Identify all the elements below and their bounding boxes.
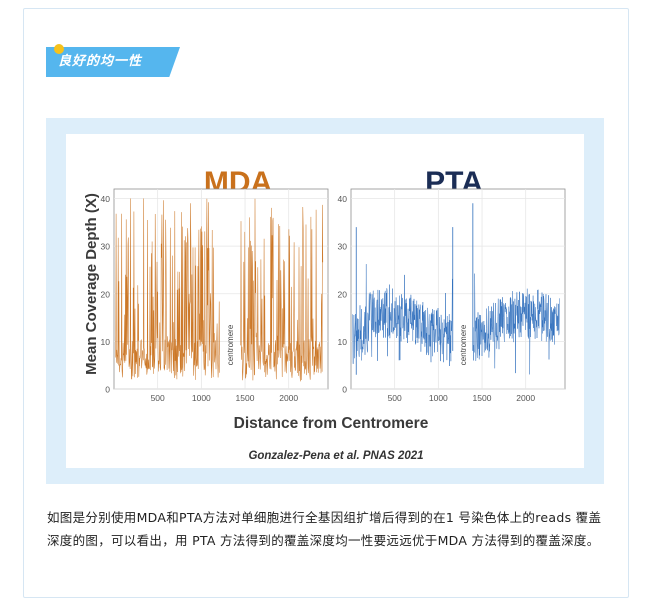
pta-y-tick-label: 40 bbox=[338, 194, 348, 204]
mda-y-tick-label: 20 bbox=[101, 289, 111, 299]
section-tag-label: 良好的均一性 bbox=[46, 47, 180, 77]
mda-coverage-line-left bbox=[115, 198, 220, 380]
pta-x-tick-label: 1000 bbox=[429, 393, 448, 403]
tag-dot-icon bbox=[54, 44, 64, 54]
x-axis-label: Distance from Centromere bbox=[234, 415, 429, 432]
mda-x-tick-label: 500 bbox=[151, 393, 165, 403]
y-axis-label: Mean Coverage Depth (X) bbox=[83, 193, 100, 375]
coverage-chart: MDA PTA Mean Coverage Depth (X) Distance… bbox=[83, 166, 566, 462]
pta-y-tick-label: 0 bbox=[342, 385, 347, 395]
pta-y-tick-label: 10 bbox=[338, 337, 348, 347]
mda-x-tick-label: 1000 bbox=[192, 393, 211, 403]
pta-centromere-label: centromere bbox=[459, 324, 468, 365]
pta-coverage-line-right bbox=[473, 273, 560, 375]
mda-y-tick-label: 40 bbox=[101, 194, 111, 204]
mda-coverage-line-right bbox=[240, 198, 324, 382]
pta-panel: 0 10 20 30 40 500 1000 1500 2000 centromere bbox=[338, 188, 566, 403]
citation: Gonzalez-Pena et al. PNAS 2021 bbox=[248, 450, 423, 462]
mda-centromere-label: centromere bbox=[226, 324, 235, 365]
mda-panel: 0 10 20 30 40 500 1000 1500 2000 centromere bbox=[101, 188, 329, 403]
pta-x-tick-label: 500 bbox=[388, 393, 402, 403]
mda-x-tick-label: 2000 bbox=[279, 393, 298, 403]
pta-y-tick-label: 20 bbox=[338, 289, 348, 299]
mda-y-tick-label: 10 bbox=[101, 337, 111, 347]
pta-coverage-line-left bbox=[352, 264, 453, 367]
mda-y-tick-label: 0 bbox=[105, 385, 110, 395]
pta-y-tick-label: 30 bbox=[338, 242, 348, 252]
caption-paragraph: 如图是分别使用MDA和PTA方法对单细胞进行全基因组扩增后得到的在1 号染色体上… bbox=[47, 510, 602, 548]
pta-x-tick-label: 1500 bbox=[473, 393, 492, 403]
pta-x-tick-label: 2000 bbox=[516, 393, 535, 403]
figure-frame: MDA PTA Mean Coverage Depth (X) Distance… bbox=[46, 118, 604, 484]
mda-y-tick-label: 30 bbox=[101, 242, 111, 252]
figure: MDA PTA Mean Coverage Depth (X) Distance… bbox=[66, 134, 584, 468]
mda-x-tick-label: 1500 bbox=[236, 393, 255, 403]
section-tag: 良好的均一性 bbox=[46, 44, 196, 78]
